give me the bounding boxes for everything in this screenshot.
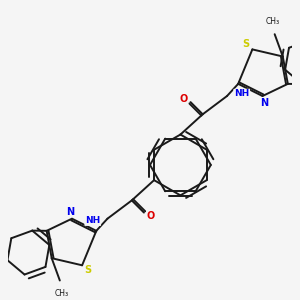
Text: O: O (147, 211, 155, 220)
Text: CH₃: CH₃ (266, 17, 280, 26)
Text: NH: NH (234, 89, 249, 98)
Text: NH: NH (85, 216, 100, 225)
Text: S: S (243, 39, 250, 49)
Text: O: O (179, 94, 188, 104)
Text: CH₃: CH₃ (55, 289, 69, 298)
Text: N: N (66, 207, 74, 217)
Text: N: N (260, 98, 268, 108)
Text: S: S (85, 266, 92, 275)
